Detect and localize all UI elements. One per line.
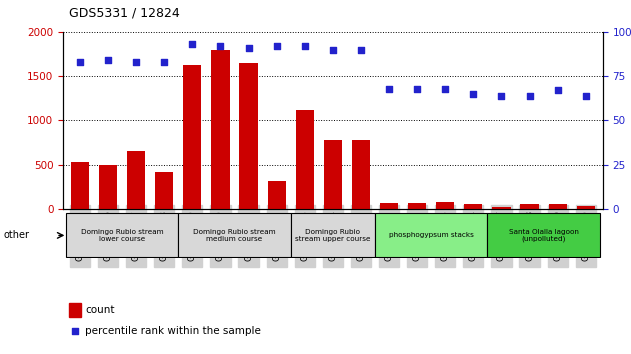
Text: percentile rank within the sample: percentile rank within the sample: [85, 326, 261, 336]
Point: [244, 45, 254, 51]
Point: [328, 47, 338, 52]
Point: [75, 59, 85, 65]
Point: [356, 47, 366, 52]
Bar: [127, 152, 145, 209]
Bar: [375, 213, 487, 257]
Text: GDS5331 / 12824: GDS5331 / 12824: [69, 6, 180, 19]
Bar: [408, 203, 427, 209]
Text: other: other: [3, 230, 29, 240]
Bar: [239, 63, 257, 209]
Bar: [521, 205, 539, 209]
Point: [215, 43, 225, 49]
Point: [159, 59, 169, 65]
Bar: [291, 213, 375, 257]
Text: count: count: [85, 305, 115, 315]
Point: [581, 93, 591, 98]
Text: Domingo Rubio stream
medium course: Domingo Rubio stream medium course: [193, 229, 276, 242]
Text: phosphogypsum stacks: phosphogypsum stacks: [389, 233, 474, 238]
Bar: [548, 204, 567, 209]
Bar: [99, 166, 117, 209]
Point: [271, 43, 281, 49]
Point: [497, 93, 507, 98]
Point: [187, 41, 198, 47]
Bar: [183, 65, 201, 209]
Bar: [71, 162, 89, 209]
Bar: [324, 140, 342, 209]
Bar: [492, 207, 510, 209]
Point: [103, 57, 113, 63]
Bar: [155, 172, 174, 209]
Point: [524, 93, 534, 98]
Point: [468, 91, 478, 97]
Bar: [487, 213, 600, 257]
Bar: [464, 205, 483, 209]
Point: [300, 43, 310, 49]
Text: Domingo Rubio stream
lower course: Domingo Rubio stream lower course: [81, 229, 163, 242]
Text: Santa Olalla lagoon
(unpolluted): Santa Olalla lagoon (unpolluted): [509, 229, 579, 242]
Bar: [211, 50, 230, 209]
Point: [131, 59, 141, 65]
Bar: [380, 203, 398, 209]
Bar: [268, 181, 286, 209]
Point: [440, 86, 451, 91]
Bar: [436, 202, 454, 209]
Point: [553, 87, 563, 93]
Bar: [577, 206, 595, 209]
Text: Domingo Rubio
stream upper course: Domingo Rubio stream upper course: [295, 229, 370, 242]
Bar: [352, 140, 370, 209]
Point: [412, 86, 422, 91]
Bar: [295, 110, 314, 209]
Point: [384, 86, 394, 91]
Bar: [179, 213, 291, 257]
Bar: [66, 213, 179, 257]
